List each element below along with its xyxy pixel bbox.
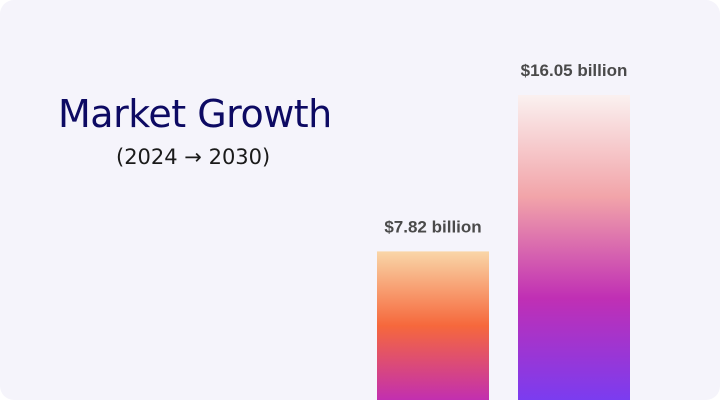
bar-2030 xyxy=(518,95,630,400)
chart-title: Market Growth xyxy=(58,92,332,136)
bar-2024 xyxy=(377,251,489,400)
data-label-2024: $7.82 billion xyxy=(384,217,481,236)
chart-subtitle: (2024 → 2030) xyxy=(116,145,271,169)
data-label-2030: $16.05 billion xyxy=(521,61,628,80)
